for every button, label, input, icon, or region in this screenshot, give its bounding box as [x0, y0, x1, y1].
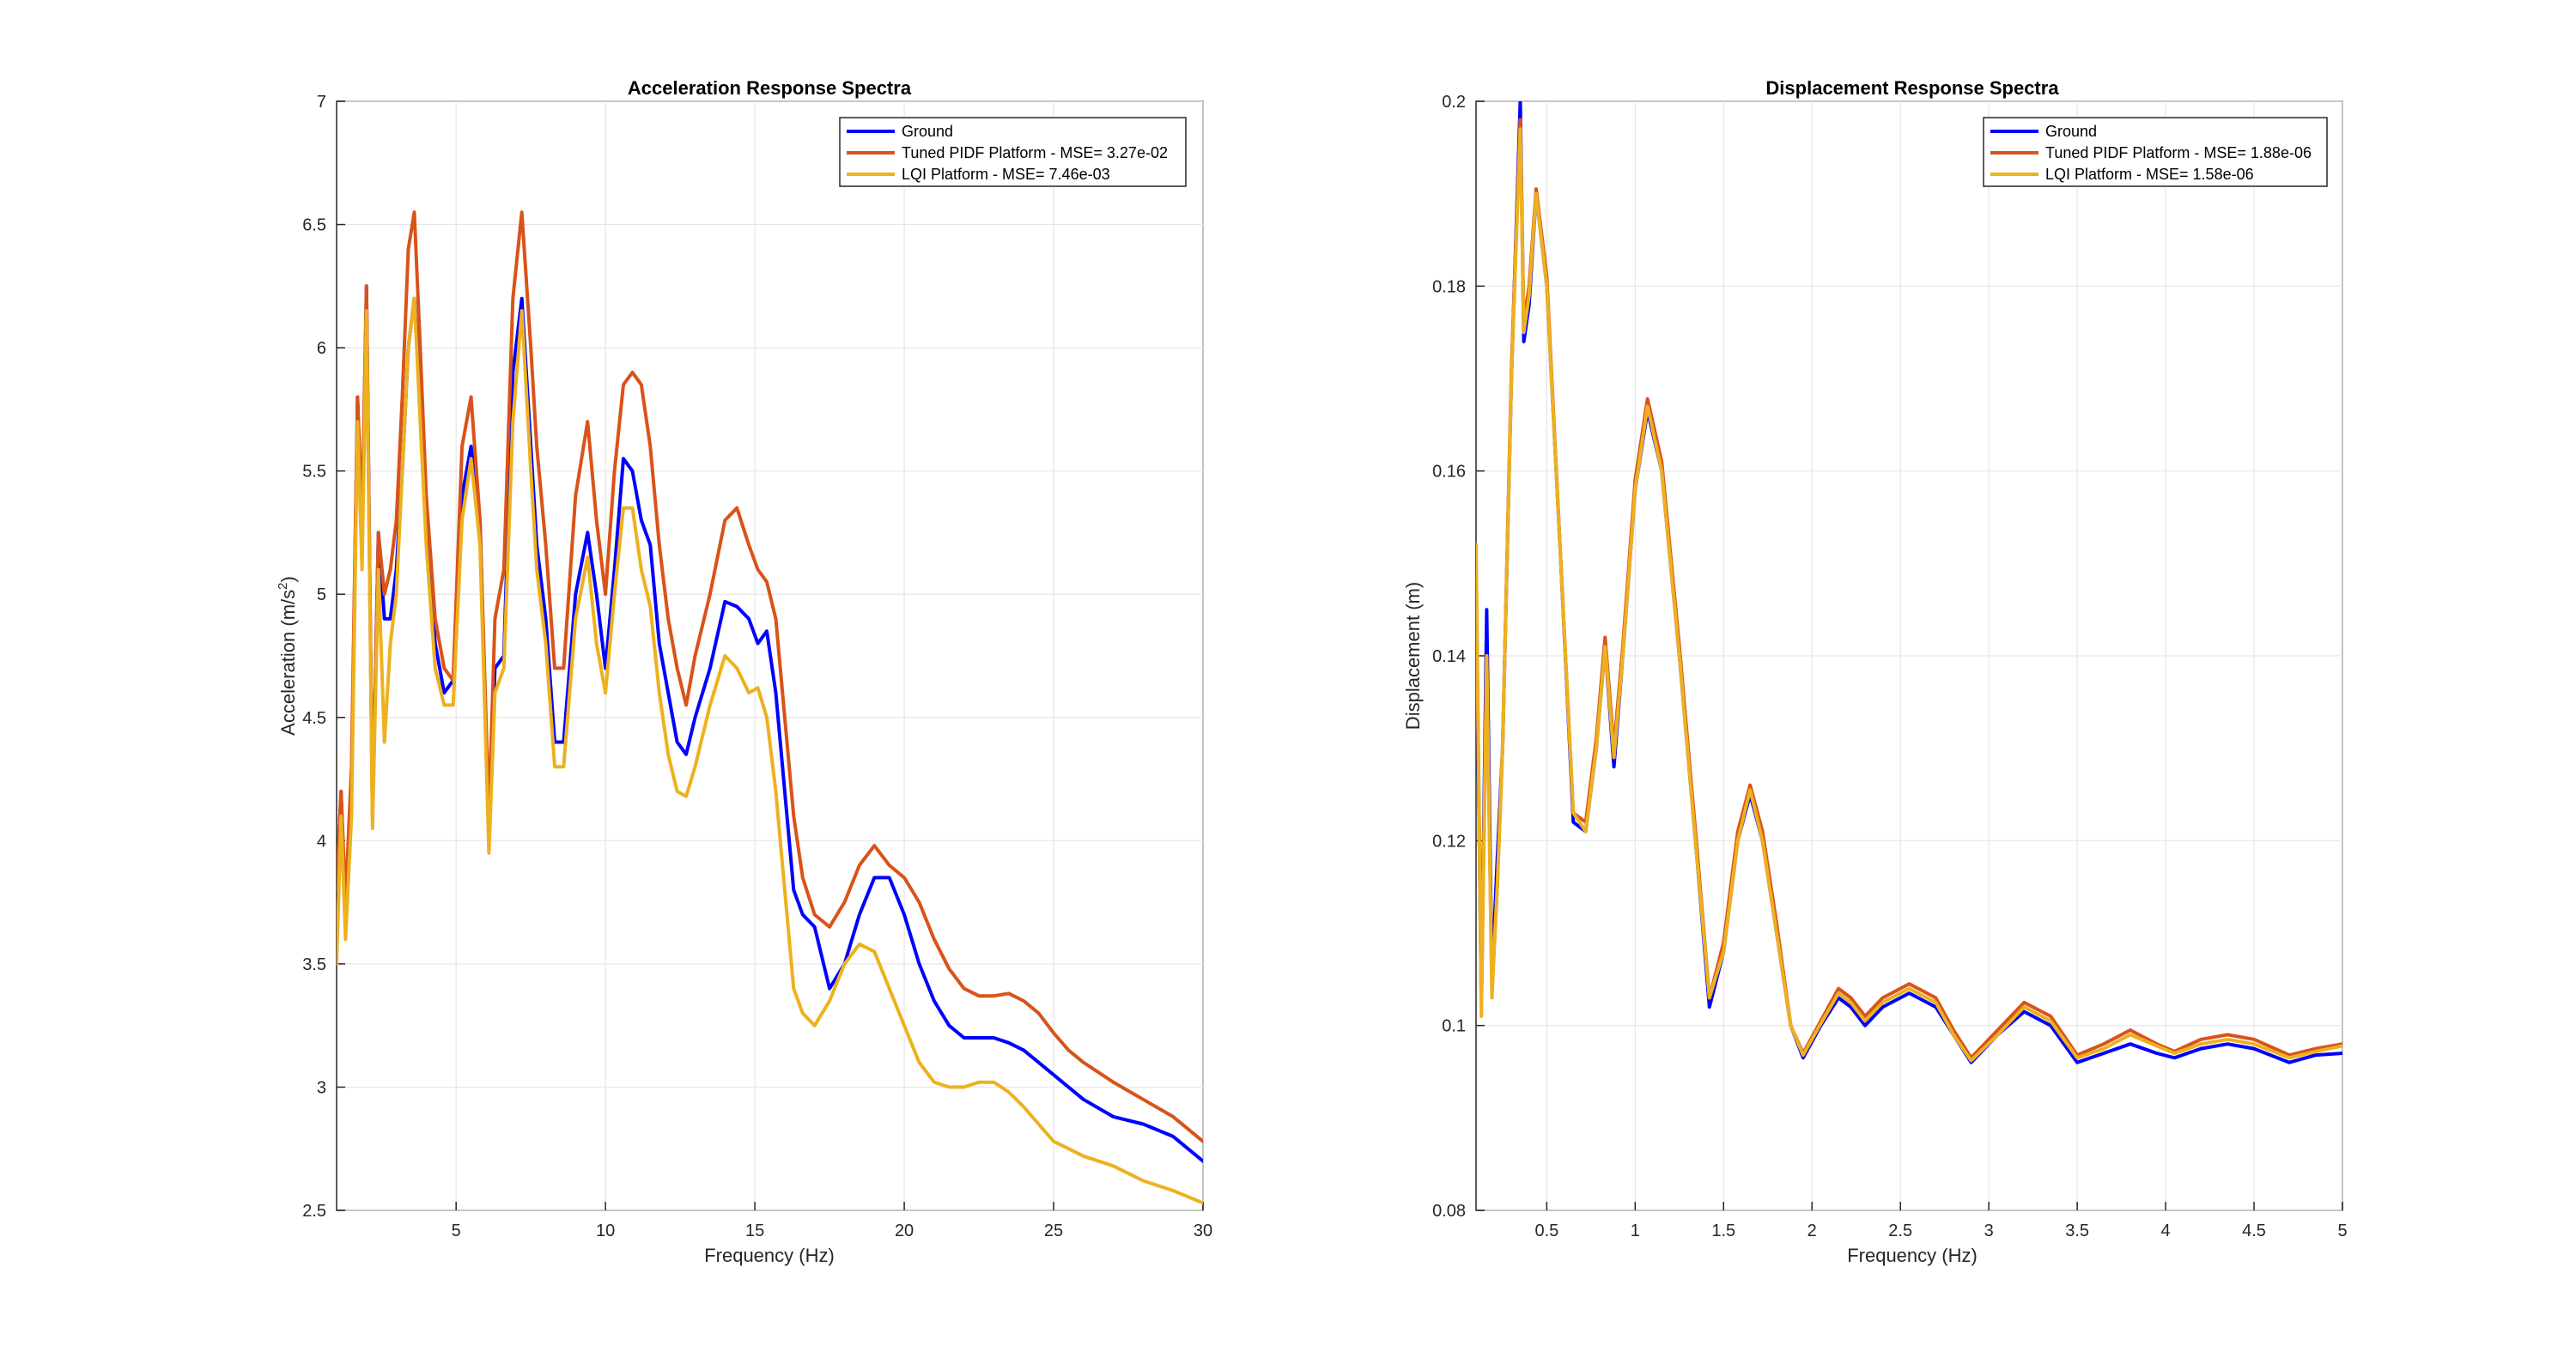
- acceleration-y-tick-label: 6: [317, 339, 326, 358]
- acceleration-y-tick-label: 4: [317, 832, 326, 851]
- displacement-y-tick-label: 0.16: [1432, 463, 1466, 482]
- acceleration-x-tick-label: 20: [895, 1222, 914, 1240]
- acceleration-legend-label-2: LQI Platform - MSE= 7.46e-03: [902, 166, 1110, 183]
- displacement-y-axis-label: Displacement (m): [1402, 582, 1424, 730]
- acceleration-legend-box: [839, 117, 1187, 187]
- acceleration-y-tick-label: 5.5: [302, 463, 326, 482]
- displacement-x-tick-label: 3.5: [2065, 1222, 2089, 1240]
- acceleration-x-tick-label: 30: [1194, 1222, 1212, 1240]
- displacement-series-line-2: [1476, 127, 2342, 1063]
- displacement-y-tick-label: 0.08: [1432, 1202, 1466, 1221]
- acceleration-x-tick-label: 10: [596, 1222, 615, 1240]
- acceleration-y-tick-label: 5: [317, 585, 326, 604]
- displacement-y-ticks: 0.08 0.1 0.12 0.14 0.16 0.18 0.2: [1432, 93, 1485, 1221]
- displacement-x-tick-label: 2.5: [1888, 1222, 1912, 1240]
- displacement-x-tick-label: 1: [1631, 1222, 1640, 1240]
- displacement-x-ticks: 0.5 1 1.5 2 2.5 3 3.5 4 4.5 5: [1534, 1202, 2348, 1240]
- acceleration-x-ticks: 5 10 15 20 25 30: [452, 1202, 1212, 1240]
- acceleration-x-tick-label: 25: [1044, 1222, 1063, 1240]
- displacement-x-tick-label: 1.5: [1711, 1222, 1735, 1240]
- displacement-y-tick-label: 0.18: [1432, 277, 1466, 296]
- acceleration-y-ticks: 2.5 3 3.5 4 4.5 5 5.5 6 6.5 7: [302, 93, 345, 1221]
- displacement-x-tick-label: 3: [1984, 1222, 1994, 1240]
- acceleration-y-axis-label-superscript: 2: [276, 583, 290, 590]
- displacement-legend-label-2: LQI Platform - MSE= 1.58e-06: [2045, 166, 2254, 183]
- displacement-legend: Ground Tuned PIDF Platform - MSE= 1.88e-0…: [1983, 117, 2328, 187]
- acceleration-y-axis-label-main: Acceleration (m/s: [277, 590, 299, 736]
- acceleration-legend-label-1: Tuned PIDF Platform - MSE= 3.27e-02: [902, 144, 1168, 161]
- displacement-chart-title: Displacement Response Spectra: [1765, 77, 2059, 99]
- acceleration-y-tick-label: 3.5: [302, 955, 326, 974]
- displacement-y-tick-label: 0.1: [1442, 1017, 1466, 1036]
- displacement-x-tick-label: 4: [2161, 1222, 2171, 1240]
- acceleration-chart-title: Acceleration Response Spectra: [628, 77, 912, 99]
- acceleration-y-axis-label: Acceleration (m/s2): [276, 576, 299, 736]
- acceleration-chart: Acceleration Response Spectra 5 10 15 20 25 3…: [276, 77, 1212, 1266]
- displacement-legend-box: [1983, 117, 2328, 187]
- acceleration-y-tick-label: 3: [317, 1078, 326, 1097]
- acceleration-x-tick-label: 5: [452, 1222, 461, 1240]
- displacement-y-tick-label: 0.2: [1442, 93, 1466, 112]
- acceleration-x-axis-label: Frequency (Hz): [704, 1245, 835, 1266]
- acceleration-series-line-2: [337, 296, 1203, 1205]
- displacement-x-tick-label: 0.5: [1534, 1222, 1558, 1240]
- acceleration-y-tick-label: 2.5: [302, 1202, 326, 1221]
- displacement-y-tick-label: 0.12: [1432, 832, 1466, 851]
- acceleration-x-tick-label: 15: [745, 1222, 764, 1240]
- acceleration-y-axis-label-suffix: ): [277, 576, 299, 582]
- displacement-legend-label-1: Tuned PIDF Platform - MSE= 1.88e-06: [2045, 144, 2312, 161]
- displacement-x-tick-label: 2: [1807, 1222, 1817, 1240]
- acceleration-legend: Ground Tuned PIDF Platform - MSE= 3.27e-0…: [839, 117, 1187, 187]
- acceleration-y-tick-label: 7: [317, 93, 326, 112]
- acceleration-legend-label-0: Ground: [902, 123, 953, 140]
- displacement-x-tick-label: 4.5: [2242, 1222, 2266, 1240]
- displacement-x-tick-label: 5: [2337, 1222, 2347, 1240]
- acceleration-y-tick-label: 6.5: [302, 216, 326, 235]
- displacement-y-tick-label: 0.14: [1432, 647, 1466, 666]
- displacement-x-axis-label: Frequency (Hz): [1847, 1245, 1978, 1266]
- acceleration-y-tick-label: 4.5: [302, 709, 326, 728]
- displacement-legend-label-0: Ground: [2045, 123, 2097, 140]
- displacement-grid: [1476, 100, 2343, 1211]
- displacement-chart: Displacement Response Spectra 0.5 1 1.5 2 2.…: [1402, 77, 2348, 1266]
- acceleration-series-line-1: [337, 210, 1203, 1143]
- acceleration-series-lines: [337, 210, 1203, 1205]
- displacement-series-lines: [1476, 101, 2342, 1064]
